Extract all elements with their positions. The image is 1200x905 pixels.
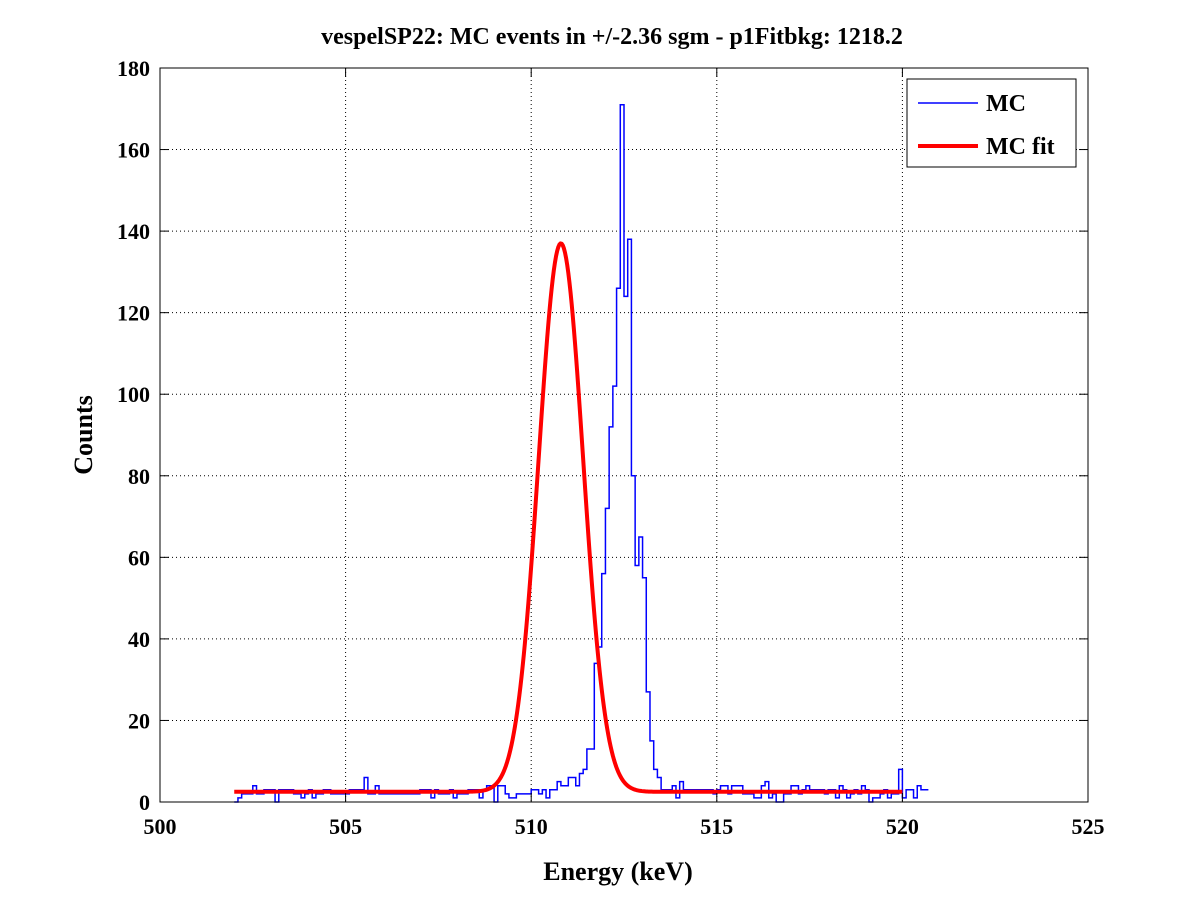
y-tick-label: 40 [128,627,150,652]
y-tick-label: 180 [117,56,150,81]
y-tick-label: 160 [117,138,150,163]
tick-layer: 500 505 510 515 520 525 0 20 40 60 80 100 120 140 160 1… [117,56,1105,839]
legend-box [906,78,1077,168]
x-tick-label: 525 [1072,814,1105,839]
y-axis-title: Counts [69,395,98,474]
y-tick-label: 0 [139,790,150,815]
plot-frame [159,67,1089,803]
x-tick-label: 505 [329,814,362,839]
y-tick-label: 80 [128,464,150,489]
x-tick-label: 515 [700,814,733,839]
mc-fit-line [233,241,904,794]
chart-title: vespelSP22: MC events in +/-2.36 sgm - p… [321,24,903,50]
legend: MC MC fit [906,78,1077,168]
y-tick-label: 100 [117,382,150,407]
x-tick-label: 500 [144,814,177,839]
data-layer [233,103,929,803]
x-tick-label: 520 [886,814,919,839]
y-tick-label: 60 [128,545,150,570]
y-tick-label: 120 [117,301,150,326]
legend-label-mc-fit: MC fit [986,134,1055,160]
legend-label-mc: MC [986,91,1026,117]
y-tick-label: 20 [128,708,150,733]
y-tick-label: 140 [117,219,150,244]
x-axis-title: Energy (keV) [543,857,692,886]
mc-histogram-line [234,103,929,803]
x-tick-label: 510 [515,814,548,839]
